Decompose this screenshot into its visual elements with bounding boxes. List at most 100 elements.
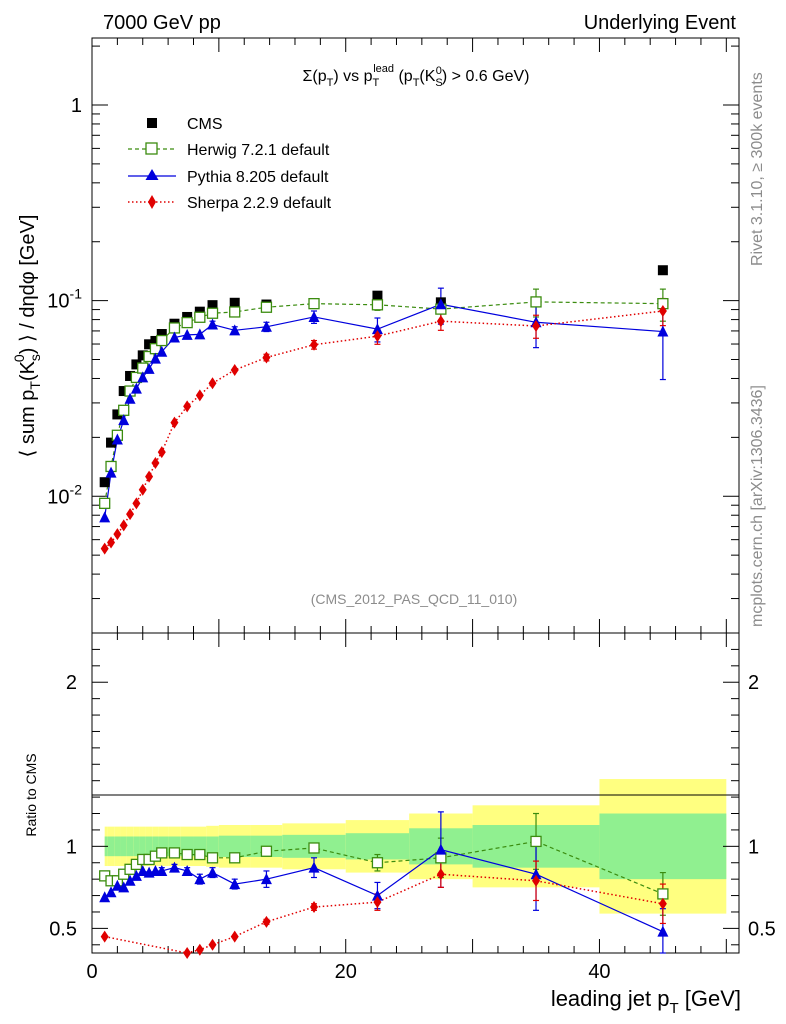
ratio-point-pythia — [371, 889, 383, 901]
main-ylabel: ⟨ sum pT(Ks0) ⟩ / dηdφ [GeV] — [11, 215, 43, 458]
legend-entry-pythia: Pythia 8.205 default — [128, 169, 329, 186]
legend: CMS Herwig 7.2.1 default Pythia 8.205 de… — [128, 116, 332, 212]
main-point-sherpa — [532, 319, 541, 332]
main-point-sherpa — [151, 456, 160, 469]
ratio-point-pythia — [156, 864, 168, 876]
band-1sigma — [599, 813, 727, 880]
ratio-point-herwig — [194, 848, 206, 861]
band-1sigma — [152, 836, 159, 857]
band-1sigma — [107, 836, 115, 857]
main-point-sherpa — [107, 536, 116, 549]
main-point-herwig — [181, 316, 193, 329]
main-point-cms — [657, 265, 668, 276]
ratio-point-pythia — [194, 873, 206, 885]
legend-label-sherpa: Sherpa 2.2.9 default — [187, 195, 332, 212]
main-point-cms — [137, 350, 148, 361]
main-point-pythia — [207, 318, 219, 330]
band-1sigma — [120, 836, 127, 857]
ratio-point-pythia — [207, 866, 219, 878]
main-point-pythia — [181, 328, 193, 340]
band-1sigma — [206, 836, 219, 857]
main-point-cms — [112, 409, 123, 420]
xtick-label: 0 — [86, 961, 97, 983]
analysis-id: (CMS_2012_PAS_QCD_11_010) — [311, 591, 518, 607]
ratio-point-pythia — [168, 861, 180, 873]
x-tick-labels: 0 20 40 — [86, 961, 610, 983]
band-1sigma — [133, 836, 140, 857]
main-point-pythia — [308, 310, 320, 322]
main-panel: 10-2 10-1 1 Σ(pT) vs pTlead (pT(KS0) > 0.6… — [11, 37, 740, 634]
xtick-label: 40 — [588, 961, 610, 983]
legend-entry-sherpa: Sherpa 2.2.9 default — [128, 195, 332, 212]
main-point-herwig — [118, 404, 130, 416]
main-line-sherpa — [104, 310, 663, 550]
main-point-cms — [156, 329, 167, 340]
main-point-pythia — [435, 298, 447, 310]
main-point-cms — [118, 386, 129, 397]
main-point-sherpa — [658, 305, 667, 318]
main-point-pythia — [156, 345, 168, 357]
ratio-panel: 0.5 0.5 1 1 2 2 Ratio to CMS — [23, 632, 776, 959]
header-left: 7000 GeV pp — [103, 12, 221, 34]
ratio-point-sherpa — [658, 897, 667, 910]
main-point-sherpa — [138, 483, 147, 496]
main-point-herwig — [168, 322, 181, 334]
ratio-ytick-label: 1 — [66, 836, 77, 858]
ratio-point-sherpa — [373, 896, 382, 909]
main-point-sherpa — [126, 508, 135, 521]
ratio-ylabel: Ratio to CMS — [23, 753, 39, 836]
main-ytick-label: 10-2 — [47, 481, 82, 508]
ratio-point-pythia — [229, 878, 241, 890]
main-point-sherpa — [373, 330, 382, 343]
main-point-herwig — [156, 334, 168, 347]
ratio-point-herwig — [260, 845, 273, 857]
ratio-point-pythia — [657, 925, 669, 937]
ratio-point-pythia — [260, 873, 272, 885]
main-point-sherpa — [183, 400, 192, 413]
main-point-pythia — [260, 320, 272, 332]
main-point-pythia — [118, 414, 130, 426]
band-1sigma — [139, 836, 146, 857]
main-point-cms — [207, 300, 218, 311]
ratio-point-pythia — [435, 843, 447, 855]
ratio-point-herwig — [530, 835, 542, 848]
ratio-point-herwig — [206, 852, 219, 864]
band-1sigma — [158, 836, 169, 857]
ratio-point-herwig — [308, 842, 320, 854]
legend-entry-cms: CMS — [147, 116, 223, 133]
main-point-sherpa — [436, 315, 445, 328]
ratio-point-pythia — [130, 869, 142, 881]
main-point-herwig — [194, 311, 206, 323]
ratio-point-sherpa — [230, 930, 239, 943]
ratio-axis-ticks: 0.5 0.5 1 1 2 2 — [49, 632, 776, 953]
main-point-pythia — [124, 392, 136, 404]
ratio-point-pythia — [308, 861, 320, 873]
main-point-cms — [372, 290, 383, 301]
main-point-pythia — [168, 331, 180, 343]
main-point-pythia — [657, 325, 669, 337]
main-point-cms — [131, 359, 142, 370]
ratio-point-sherpa — [532, 874, 541, 887]
main-ytick-label: 1 — [71, 95, 82, 117]
ratio-point-herwig — [156, 847, 168, 859]
main-point-cms — [150, 335, 161, 346]
ratio-ytick-label: 0.5 — [49, 918, 77, 940]
main-point-cms — [106, 437, 117, 448]
ratio-point-pythia — [118, 881, 130, 893]
ratio-frame — [91, 632, 740, 954]
main-point-sherpa — [157, 446, 166, 459]
main-axis-ticks: 10-2 10-1 1 — [47, 38, 739, 634]
main-point-sherpa — [310, 338, 319, 351]
band-1sigma — [114, 836, 121, 857]
main-point-pythia — [371, 323, 383, 335]
legend-label-herwig: Herwig 7.2.1 default — [187, 142, 330, 159]
main-point-herwig — [206, 307, 219, 319]
ratio-ytick-label: 2 — [66, 672, 77, 694]
legend-label-cms: CMS — [187, 116, 223, 133]
ratio-point-sherpa — [183, 947, 192, 959]
main-point-herwig — [371, 299, 384, 311]
main-ytick-label: 10-1 — [47, 286, 82, 313]
ratio-data-layer — [99, 811, 669, 959]
main-point-pythia — [143, 362, 155, 374]
